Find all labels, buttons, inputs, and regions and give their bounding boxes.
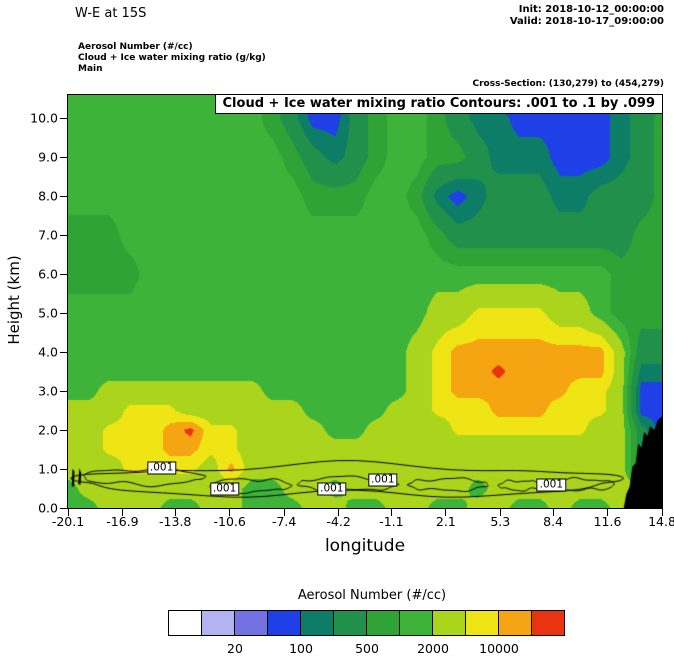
x-tick-label: 11.6	[593, 514, 622, 529]
colorbar-tick-label: 2000	[417, 641, 449, 656]
y-tick-mark	[60, 156, 67, 158]
y-tick-mark	[60, 507, 67, 509]
y-tick-mark	[60, 117, 67, 119]
x-tick-mark	[338, 509, 340, 516]
plot-title: Cloud + Ice water mixing ratio Contours:…	[214, 94, 663, 114]
y-tick-label: 2.0	[38, 422, 58, 438]
x-tick-mark	[229, 509, 231, 516]
colorbar-swatch	[201, 610, 235, 636]
x-tick-label: -16.9	[106, 514, 139, 529]
x-tick-mark	[499, 509, 501, 516]
colorbar	[168, 610, 565, 636]
x-tick-label: -20.1	[51, 514, 85, 529]
contour-label: .001	[536, 478, 567, 492]
y-tick-mark	[60, 390, 67, 392]
colorbar-swatch	[465, 610, 499, 636]
x-tick-mark	[67, 509, 69, 516]
colorbar-swatch	[333, 610, 367, 636]
colorbar-swatch	[399, 610, 433, 636]
y-tick-label: 4.0	[38, 344, 58, 360]
colorbar-tick-label: 20	[227, 641, 243, 656]
colorbar-tick-label: 10000	[479, 641, 519, 656]
colorbar-swatch	[531, 610, 565, 636]
colorbar-title: Aerosol Number (#/cc)	[297, 588, 447, 603]
y-tick-label: 5.0	[38, 305, 58, 321]
x-tick-mark	[121, 509, 123, 516]
x-tick-label: -7.4	[271, 514, 297, 529]
y-tick-mark	[60, 273, 67, 275]
grid-name-label: Main	[78, 64, 103, 74]
field-legend: Aerosol Number (#/cc) Cloud + Ice water …	[78, 42, 266, 75]
colorbar-swatch	[300, 610, 334, 636]
colorbar-tick-label: 100	[289, 641, 313, 656]
colorbar-swatch	[234, 610, 268, 636]
x-tick-mark	[661, 509, 663, 516]
x-tick-label: 2.1	[435, 514, 456, 529]
x-tick-label: 8.4	[543, 514, 564, 529]
y-tick-mark	[60, 195, 67, 197]
y-tick-label: 8.0	[38, 188, 58, 204]
contour-label: .001	[317, 482, 347, 496]
colorbar-swatch	[267, 610, 301, 636]
x-tick-label: -13.8	[159, 514, 192, 529]
x-tick-label: -1.1	[379, 514, 404, 529]
x-tick-label: 14.8	[648, 514, 674, 529]
x-tick-label: -10.6	[213, 514, 246, 529]
x-tick-mark	[445, 509, 447, 516]
contour-label: .001	[368, 473, 398, 487]
y-tick-mark	[60, 312, 67, 314]
shaded-field-label: Aerosol Number (#/cc)	[78, 42, 193, 52]
contour-field-label: Cloud + Ice water mixing ratio (g/kg)	[78, 53, 266, 63]
y-tick-label: 1.0	[38, 461, 58, 477]
y-tick-label: 10.0	[30, 110, 58, 126]
x-tick-mark	[174, 509, 176, 516]
aerosol-heatmap-canvas	[68, 95, 662, 508]
colorbar-tick-label: 500	[355, 641, 379, 656]
y-axis-label: Height (km)	[5, 255, 23, 345]
y-tick-mark	[60, 429, 67, 431]
x-tick-mark	[552, 509, 554, 516]
x-tick-label: -4.2	[326, 514, 351, 529]
x-axis-label: longitude	[324, 536, 406, 556]
colorbar-swatch	[168, 610, 202, 636]
colorbar-swatch	[498, 610, 532, 636]
colorbar-swatch	[366, 610, 400, 636]
y-tick-label: 6.0	[38, 266, 58, 282]
y-tick-label: 3.0	[38, 383, 58, 399]
x-tick-mark	[390, 509, 392, 516]
plot-area: Cloud + Ice water mixing ratio Contours:…	[67, 94, 663, 509]
run-times: Init: 2018-10-12_00:00:00 Valid: 2018-10…	[510, 4, 664, 28]
colorbar-swatch	[432, 610, 466, 636]
cross-section-label: Cross-Section: (130,279) to (454,279)	[472, 79, 665, 89]
valid-time: Valid: 2018-10-17_09:00:00	[509, 16, 664, 27]
y-tick-label: 0.0	[38, 500, 58, 516]
y-tick-mark	[60, 351, 67, 353]
y-tick-label: 9.0	[38, 149, 58, 165]
init-time: Init: 2018-10-12_00:00:00	[518, 4, 664, 15]
y-tick-mark	[60, 234, 67, 236]
contour-label: .001	[209, 482, 240, 496]
y-tick-label: 7.0	[38, 227, 58, 243]
y-tick-mark	[60, 468, 67, 470]
page-title: W-E at 15S	[75, 6, 147, 21]
contour-label: .001	[146, 461, 177, 475]
x-tick-mark	[283, 509, 285, 516]
x-tick-label: 5.3	[490, 514, 511, 529]
x-tick-mark	[607, 509, 609, 516]
